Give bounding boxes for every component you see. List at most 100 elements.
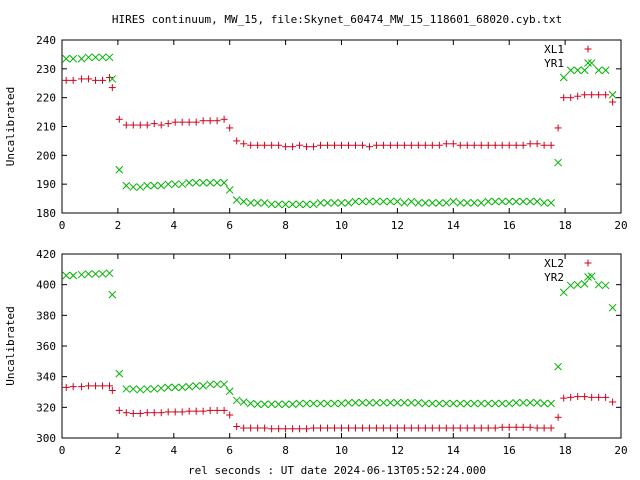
data-point-yr2 (498, 399, 507, 408)
data-point-yr1 (213, 178, 221, 187)
data-point-xl2 (185, 407, 193, 415)
data-point-yr1 (337, 199, 346, 207)
legend-marker-yr2 (584, 273, 592, 281)
data-point-yr2 (547, 399, 555, 408)
data-point-yr1 (358, 197, 367, 206)
data-point-xl2 (372, 424, 380, 432)
legend-label-xl1: XL1 (544, 43, 564, 56)
data-point-yr2 (470, 399, 479, 408)
x-tick-label: 8 (282, 444, 289, 457)
x-axis-label: rel seconds : UT date 2024-06-13T05:52:2… (188, 464, 486, 477)
data-point-xl1 (554, 124, 562, 132)
data-point-xl2 (344, 424, 352, 432)
data-point-xl2 (92, 382, 100, 390)
data-point-xl1 (526, 140, 534, 148)
data-point-yr1 (393, 197, 402, 206)
data-point-xl1 (351, 141, 359, 149)
data-point-yr2 (365, 398, 374, 407)
data-point-yr2 (178, 383, 187, 392)
data-point-xl2 (78, 383, 86, 391)
data-point-yr2 (108, 290, 117, 299)
data-point-xl1 (344, 141, 352, 149)
x-tick-label: 6 (226, 219, 233, 232)
data-point-yr1 (246, 199, 255, 207)
data-point-xl1 (78, 75, 86, 83)
data-point-yr2 (98, 270, 107, 278)
data-point-xl2 (331, 424, 339, 432)
y-tick-label: 300 (36, 432, 56, 445)
legend-label-yr2: YR2 (544, 271, 564, 284)
data-point-yr1 (477, 199, 486, 207)
data-point-yr1 (84, 53, 93, 62)
data-point-xl1 (331, 141, 339, 149)
data-point-yr2 (449, 399, 458, 408)
data-point-yr1 (309, 200, 318, 209)
data-point-yr2 (372, 398, 381, 407)
data-point-xl1 (386, 141, 394, 149)
data-point-yr1 (69, 54, 78, 63)
data-point-xl2 (310, 424, 318, 432)
data-point-xl1 (99, 76, 107, 84)
data-point-yr1 (199, 178, 208, 187)
data-point-xl1 (129, 121, 137, 129)
data-point-yr1 (157, 181, 166, 190)
data-point-yr2 (505, 399, 514, 408)
data-point-xl1 (233, 137, 241, 145)
data-point-xl2 (164, 408, 172, 416)
x-tick-label: 18 (558, 219, 571, 232)
data-point-yr1 (171, 180, 180, 189)
data-point-yr2 (288, 400, 297, 409)
data-point-xl1 (275, 141, 283, 149)
data-point-xl1 (106, 73, 114, 81)
data-point-yr1 (407, 197, 416, 206)
data-point-yr1 (435, 199, 444, 207)
data-point-xl1 (296, 141, 304, 149)
data-point-yr2 (232, 396, 241, 405)
y-tick-label: 380 (36, 309, 56, 322)
data-point-yr2 (421, 399, 430, 408)
data-point-yr1 (105, 53, 114, 62)
data-point-yr1 (253, 199, 262, 207)
data-point-yr1 (62, 54, 71, 63)
data-point-yr1 (573, 66, 582, 75)
data-point-yr1 (323, 199, 332, 207)
data-point-yr2 (386, 398, 395, 407)
data-point-yr2 (463, 399, 472, 408)
x-tick-label: 10 (335, 444, 348, 457)
data-point-yr1 (122, 181, 131, 190)
data-point-yr2 (484, 399, 493, 408)
data-point-yr1 (400, 199, 409, 207)
x-tick-label: 10 (335, 219, 348, 232)
data-point-yr2 (580, 280, 589, 288)
data-point-yr1 (150, 181, 159, 190)
data-point-xl1 (254, 141, 262, 149)
y-tick-label: 180 (36, 207, 56, 220)
data-point-yr2 (253, 400, 262, 409)
data-point-xl1 (574, 92, 582, 100)
data-point-xl1 (213, 117, 221, 125)
data-point-yr2 (601, 281, 610, 290)
data-point-yr1 (449, 197, 458, 206)
data-point-xl2 (533, 424, 541, 432)
data-point-yr1 (136, 183, 145, 191)
data-point-xl1 (588, 91, 596, 99)
data-point-yr2 (344, 398, 353, 407)
data-point-xl2 (226, 411, 234, 419)
data-point-xl2 (421, 424, 429, 432)
data-point-xl1 (69, 76, 77, 84)
data-point-yr1 (108, 75, 117, 83)
data-point-yr2 (267, 400, 276, 409)
data-point-xl2 (289, 425, 297, 433)
data-point-yr2 (477, 399, 486, 408)
plot-frame (61, 253, 622, 439)
data-point-yr2 (239, 398, 248, 406)
legend-label-yr1: YR1 (544, 57, 564, 70)
data-point-xl2 (442, 424, 450, 432)
data-point-yr2 (192, 382, 201, 390)
data-point-yr2 (316, 399, 325, 408)
data-point-yr2 (428, 399, 437, 408)
data-point-xl2 (338, 424, 345, 432)
data-point-yr1 (554, 158, 562, 167)
data-point-xl1 (171, 118, 179, 126)
